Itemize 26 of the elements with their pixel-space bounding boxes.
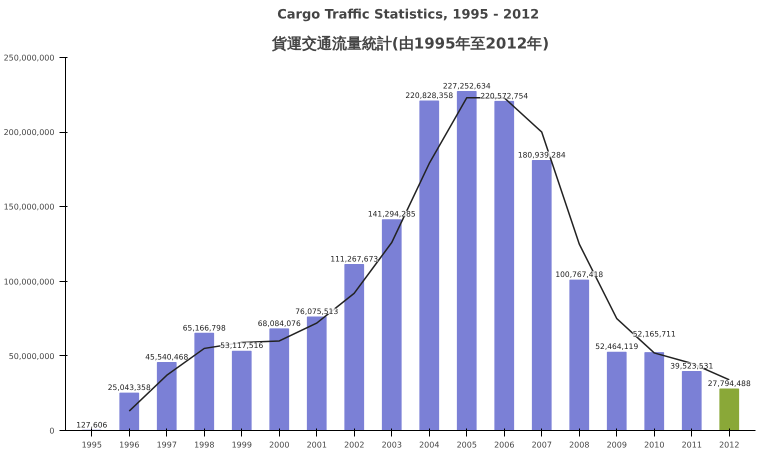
x-tick-label: 2003 xyxy=(382,440,402,450)
x-tick-label: 2007 xyxy=(532,440,552,450)
x-tick-label: 2006 xyxy=(494,440,514,450)
y-tick-label: 0 xyxy=(49,426,55,436)
x-tick-label: 2009 xyxy=(606,440,627,450)
x-tick-label: 1999 xyxy=(232,440,252,450)
y-tick-label: 100,000,000 xyxy=(4,277,55,286)
y-tick-label: 150,000,000 xyxy=(4,202,55,212)
x-tick-label: 2001 xyxy=(306,440,327,450)
chart-subtitle: 貨運交通流量統計(由1995年至2012年) xyxy=(270,34,550,52)
x-tick-label: 2012 xyxy=(719,440,740,450)
x-tick-label: 2000 xyxy=(269,440,290,450)
x-tick-label: 1998 xyxy=(194,440,214,450)
x-tick-label: 2005 xyxy=(456,440,477,450)
y-tick-label: 250,000,000 xyxy=(4,54,55,62)
x-tick-label: 2011 xyxy=(682,440,702,450)
x-tick-label: 2010 xyxy=(644,440,664,450)
chart-title: Cargo Traffic Statistics, 1995 - 2012 xyxy=(277,8,540,22)
x-tick-label: 2002 xyxy=(344,440,364,450)
x-tick-label: 2008 xyxy=(569,440,590,450)
y-tick-label: 200,000,000 xyxy=(4,128,55,138)
y-tick-label: 50,000,000 xyxy=(8,352,55,361)
x-tick-label: 1997 xyxy=(156,440,177,450)
x-tick-label: 1995 xyxy=(82,440,102,450)
x-tick-label: 1996 xyxy=(119,440,140,450)
x-tick-label: 2004 xyxy=(419,440,440,450)
